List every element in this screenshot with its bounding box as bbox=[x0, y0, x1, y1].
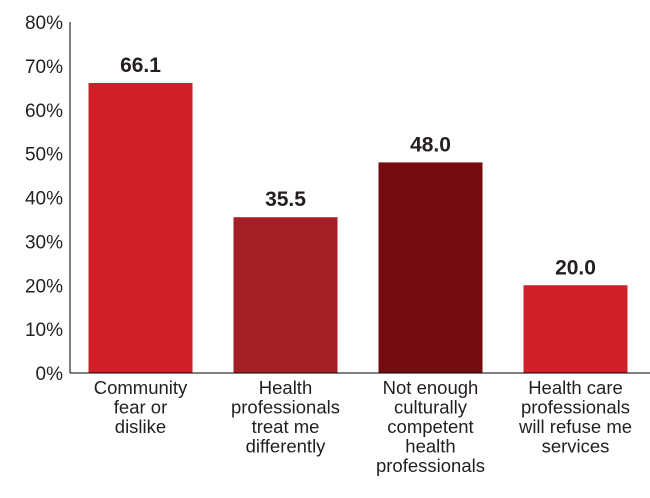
category-label: Health care professionals will refuse me se… bbox=[518, 377, 632, 457]
y-axis: 0% 10% 20% 30% 40% 50% 60% 70% 80% bbox=[25, 13, 71, 385]
bars: 66.1 35.5 48.0 20.0 bbox=[88, 54, 628, 373]
category-label: Health professionals treat me differently bbox=[231, 377, 340, 457]
x-axis: Community fear or dislike Health professiona… bbox=[70, 372, 650, 476]
bar bbox=[88, 82, 193, 373]
data-label: 20.0 bbox=[555, 256, 596, 279]
y-tick-label: 70% bbox=[25, 57, 63, 78]
bar bbox=[523, 285, 628, 373]
y-tick-label: 10% bbox=[25, 320, 63, 341]
data-label: 48.0 bbox=[410, 133, 451, 156]
y-tick-label: 80% bbox=[25, 13, 63, 34]
category-label: Community fear or dislike bbox=[94, 377, 188, 437]
data-label: 66.1 bbox=[120, 54, 161, 77]
y-tick-label: 50% bbox=[25, 145, 63, 166]
y-tick-label: 0% bbox=[36, 364, 64, 385]
y-tick-label: 20% bbox=[25, 276, 63, 297]
category-label: Not enough culturally competent health profe… bbox=[376, 377, 485, 476]
data-label: 35.5 bbox=[265, 188, 306, 211]
bar bbox=[378, 162, 483, 373]
bar bbox=[233, 217, 338, 373]
y-tick-label: 60% bbox=[25, 101, 63, 122]
y-tick-label: 30% bbox=[25, 232, 63, 253]
y-tick-label: 40% bbox=[25, 189, 63, 210]
